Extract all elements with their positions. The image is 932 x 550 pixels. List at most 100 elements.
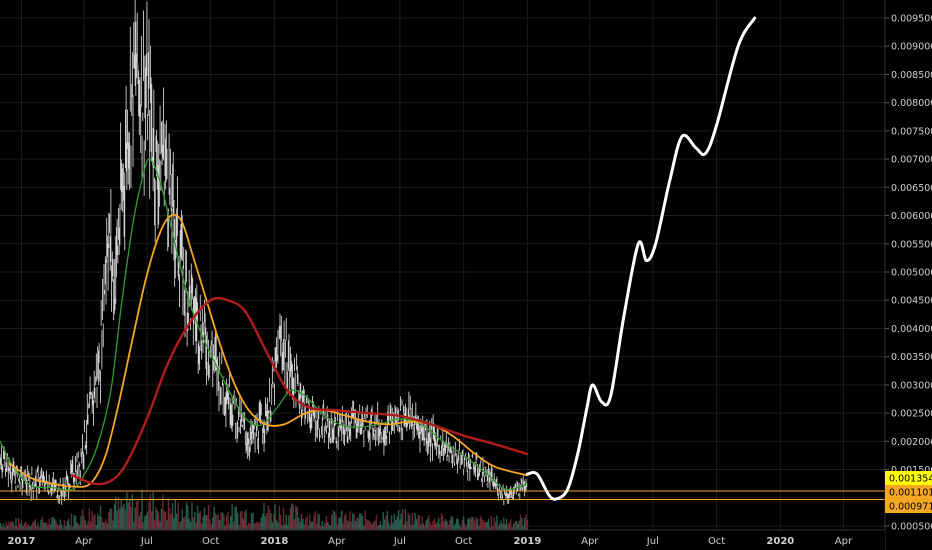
x-tick-label: 2020	[766, 536, 794, 547]
volume-bar	[117, 496, 120, 530]
volume-bar	[522, 526, 524, 530]
volume-bar	[248, 522, 250, 530]
volume-bar	[465, 525, 468, 530]
volume-bar	[454, 523, 457, 530]
volume-bar	[367, 520, 369, 530]
volume-bar	[256, 521, 258, 530]
volume-bar	[377, 525, 379, 530]
volume-bar	[15, 518, 17, 530]
x-axis[interactable]: 2017 Apr Jul Oct 2018 Apr Jul Oct 2019 Apr Jul Oct 2…	[0, 529, 885, 550]
volume-bar	[113, 504, 116, 530]
volume-bar	[231, 504, 233, 530]
volume-bar	[400, 513, 402, 530]
volume-bar	[237, 512, 239, 530]
volume-bar	[217, 514, 220, 530]
y-tick-label: 0.0040000	[891, 324, 932, 335]
volume-bar	[486, 521, 488, 530]
volume-bar	[487, 518, 490, 530]
volume-bar	[482, 520, 484, 530]
volume-bar	[428, 515, 430, 530]
volume-bar	[164, 511, 167, 530]
volume-bar	[299, 522, 301, 530]
volume-bar	[386, 510, 389, 530]
price-badges: 0.0013541 0.0011012 0.0009710	[885, 471, 932, 513]
volume-bar	[324, 522, 326, 530]
volume-bar	[124, 509, 127, 530]
volume-bar	[155, 506, 157, 530]
volume-bar	[293, 518, 296, 530]
volume-bar	[375, 515, 378, 530]
volume-bar	[239, 511, 242, 530]
volume-bar	[342, 522, 344, 530]
volume-bar	[47, 524, 49, 530]
volume-bar	[440, 513, 443, 530]
y-axis[interactable]: 0.0095000 0.0090000 0.0085000 0.0080000 0.00…	[884, 0, 932, 550]
volume-bar	[364, 510, 366, 530]
volume-bar	[253, 523, 256, 530]
volume-bar	[461, 519, 463, 530]
volume-bar	[496, 515, 498, 530]
volume-bar	[127, 502, 129, 530]
volume-bar	[433, 518, 436, 530]
volume-bar	[439, 524, 441, 530]
volume-bar	[80, 516, 82, 530]
volume-bar	[108, 511, 110, 530]
volume-bar	[74, 515, 77, 530]
volume-bar	[273, 513, 275, 530]
volume-bar	[480, 517, 483, 530]
volume-bar	[1, 526, 3, 530]
y-tick-label: 0.0025000	[891, 409, 932, 420]
volume-bar	[36, 526, 38, 530]
volume-bar	[501, 523, 504, 530]
volume-bar	[517, 523, 519, 530]
volume-bar	[20, 520, 23, 530]
volume-bar	[418, 514, 420, 530]
volume-bar	[338, 518, 340, 530]
volume-bar	[284, 524, 286, 530]
orange-ma-line	[8, 213, 528, 488]
volume-bar	[277, 522, 279, 530]
volume-bar	[69, 525, 71, 530]
volume-bar	[156, 509, 159, 530]
volume-bar	[325, 515, 328, 530]
volume-bar	[292, 504, 294, 530]
volume-bar	[8, 521, 10, 530]
volume-bar	[116, 510, 118, 530]
volume-bar	[22, 526, 24, 530]
volume-bar	[406, 521, 408, 530]
volume-bar	[472, 517, 475, 530]
volume-bar	[266, 513, 268, 530]
volume-bar	[139, 512, 142, 530]
volume-bar	[309, 514, 311, 530]
volume-bar	[70, 513, 73, 530]
volume-bar	[436, 521, 439, 530]
volume-bar	[291, 503, 293, 530]
volume-bar	[357, 517, 360, 530]
volume-bar	[381, 525, 383, 530]
volume-bar	[512, 523, 515, 530]
volume-bar	[270, 513, 272, 530]
volume-bar	[395, 520, 397, 530]
volume-bar	[286, 524, 289, 530]
volume-bar	[382, 512, 384, 530]
volume-bar	[146, 511, 149, 530]
x-tick-label: 2019	[513, 536, 541, 547]
volume-bar	[263, 502, 265, 530]
volume-bar	[55, 521, 57, 530]
volume-bar	[12, 522, 14, 530]
volume-bar	[228, 523, 231, 530]
volume-bar	[246, 525, 249, 530]
volume-bar	[174, 499, 177, 530]
volume-bar	[426, 518, 429, 530]
volume-bar	[221, 512, 224, 530]
volume-bar	[51, 517, 53, 530]
volume-bar	[437, 517, 440, 530]
volume-bar	[429, 522, 432, 530]
volume-bar	[198, 512, 200, 530]
volume-bar	[415, 518, 418, 530]
x-tick-label: 2018	[261, 536, 289, 547]
y-axis-background	[885, 0, 932, 550]
volume-bar	[131, 494, 134, 530]
volume-bar	[497, 526, 499, 530]
volume-bar	[192, 517, 195, 530]
